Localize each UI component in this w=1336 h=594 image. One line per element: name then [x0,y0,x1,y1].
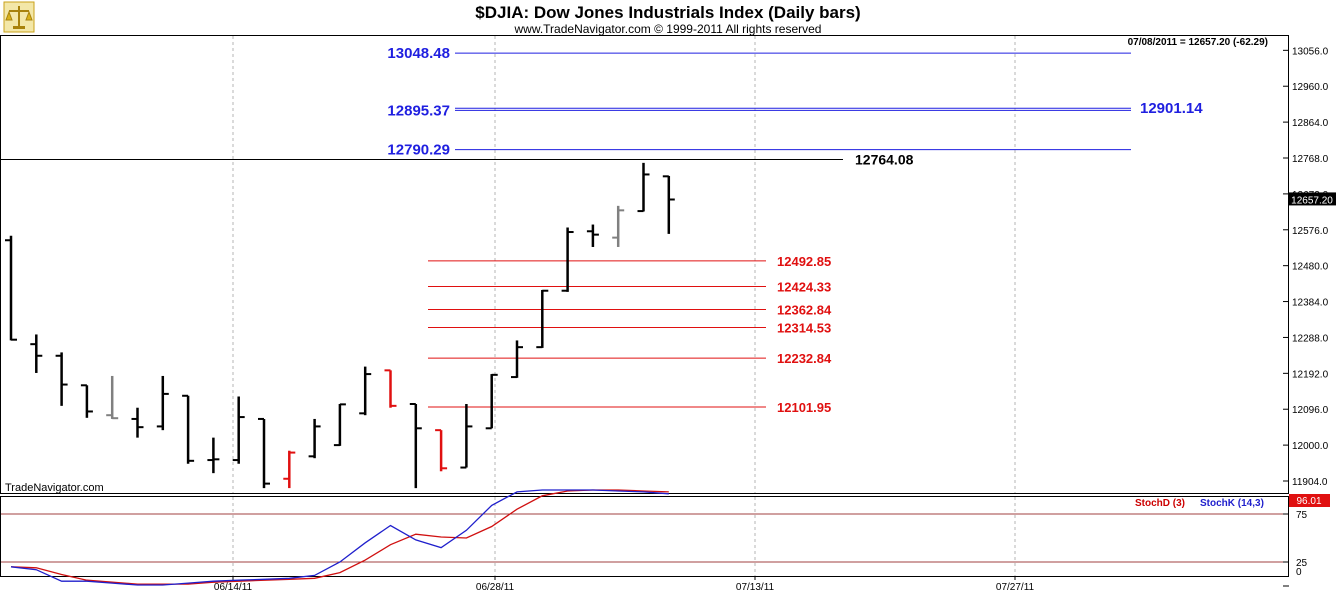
ohlc-bar [485,373,498,430]
price-tick-label: 12864.0 [1292,118,1329,129]
ohlc-bar [30,334,43,373]
ohlc-bar [106,375,119,420]
price-tick-label: 12096.0 [1292,405,1329,416]
price-tick-label: 11904.0 [1292,477,1328,488]
ohlc-bar [258,417,270,489]
red-level-label: 12232.84 [777,351,832,366]
black-level-label: 12764.08 [855,151,914,167]
ohlc-bar [384,369,397,408]
ohlc-bar [561,227,574,292]
stoch-panel-frame [0,496,1289,577]
ohlc-bar [612,205,625,247]
blue-level-label: 12901.14 [1140,100,1203,117]
price-bars [5,162,675,489]
stoch-k-line [10,489,669,586]
ohlc-bar [308,418,321,459]
price-tick-label: 12480.0 [1292,262,1329,273]
price-tick-label: 12192.0 [1292,369,1329,380]
ohlc-bar [131,407,144,438]
chart-title: $DJIA: Dow Jones Industrials Index (Dail… [475,3,860,22]
ohlc-bar [55,352,68,406]
ohlc-bar [333,403,346,447]
stoch-value-label: 96.01 [1296,496,1321,507]
date-axis: 06/14/11 06/28/11 07/13/11 07/27/11 [214,576,1035,593]
watermark: TradeNavigator.com [5,482,104,494]
price-tick-label: 13056.0 [1292,46,1329,57]
last-price-badge: 12657.20 [1289,192,1336,206]
price-tick-label: 12000.0 [1292,441,1329,452]
price-panel-frame [0,35,1289,494]
price-axis: 13056.012960.012864.012768.012672.012576… [1283,46,1329,488]
scales-icon [3,1,35,33]
support-resistance-levels: 13048.48 12895.37 12901.14 12790.29 12764.08… [0,45,1203,415]
ohlc-bar [182,394,195,464]
copyright-text: www.TradeNavigator.com © 1999-2011 All r… [514,22,822,36]
stoch-tick-label: 75 [1296,510,1308,521]
last-price-label: 12657.20 [1291,195,1333,206]
price-tick-label: 12288.0 [1292,333,1329,344]
quote-readout: 07/08/2011 = 12657.20 (-62.29) [1128,37,1268,48]
stoch-d-line [10,489,669,585]
ohlc-bar [232,396,245,464]
ohlc-bar [409,402,422,489]
blue-level-label: 13048.48 [387,45,450,62]
stoch-d-legend: StochD (3) [1135,498,1185,509]
ohlc-bar [460,403,473,469]
date-tick-label: 07/27/11 [996,582,1035,593]
ohlc-bar [662,175,675,234]
stoch-tick-label: 25 [1296,558,1308,569]
price-tick-label: 12768.0 [1292,154,1329,165]
date-tick-label: 07/13/11 [736,582,775,593]
ohlc-bar [283,450,296,489]
ohlc-bar [637,162,650,213]
gridlines [232,36,1016,576]
ohlc-bar [359,366,372,416]
ohlc-bar [536,289,549,349]
red-level-label: 12314.53 [777,321,831,336]
date-tick-label: 06/14/11 [214,582,253,593]
price-tick-label: 12384.0 [1292,298,1329,309]
red-level-label: 12424.33 [777,279,831,294]
ohlc-bar [207,437,220,474]
blue-level-label: 12895.37 [387,102,450,119]
ohlc-bar [511,340,523,379]
blue-level-label: 12790.29 [387,142,450,159]
ohlc-bar [80,384,93,418]
stoch-tick-label: 0 [1296,567,1302,578]
red-level-label: 12362.84 [777,302,832,317]
ohlc-bar [586,224,599,247]
price-tick-label: 12960.0 [1292,82,1329,93]
red-level-label: 12492.85 [777,254,831,269]
ohlc-bar [435,429,448,472]
ohlc-bar [5,235,17,341]
ohlc-bar [156,375,169,431]
date-tick-label: 06/28/11 [476,582,515,593]
stochastic-panel: 75 250 [1,489,1308,587]
price-tick-label: 12576.0 [1292,226,1329,237]
red-level-label: 12101.95 [777,400,831,415]
stoch-k-legend: StochK (14,3) [1200,498,1264,509]
stoch-value-badge: 96.01 [1289,494,1330,507]
